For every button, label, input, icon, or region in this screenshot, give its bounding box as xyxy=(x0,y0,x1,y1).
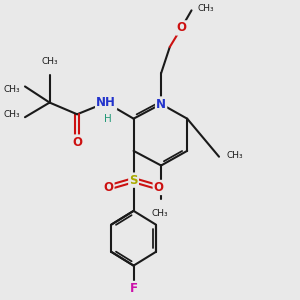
Text: O: O xyxy=(103,181,113,194)
Text: CH₃: CH₃ xyxy=(198,4,214,13)
Text: H: H xyxy=(103,114,111,124)
Text: F: F xyxy=(130,282,138,295)
Text: O: O xyxy=(176,21,186,34)
Text: CH₃: CH₃ xyxy=(151,209,168,218)
Text: S: S xyxy=(129,174,138,187)
Text: NH: NH xyxy=(96,96,116,109)
Text: O: O xyxy=(72,136,82,148)
Text: CH₃: CH₃ xyxy=(41,57,58,66)
Text: N: N xyxy=(156,98,166,110)
Text: O: O xyxy=(154,181,164,194)
Text: CH₃: CH₃ xyxy=(4,85,20,94)
Text: CH₃: CH₃ xyxy=(4,110,20,119)
Text: CH₃: CH₃ xyxy=(226,151,243,160)
